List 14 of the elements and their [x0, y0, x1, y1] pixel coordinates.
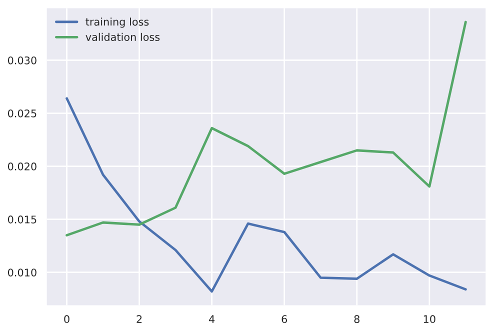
x-tick-label: 8: [354, 315, 360, 324]
y-tick-label: 0.020: [8, 162, 36, 170]
y-tick-label: 0.030: [8, 56, 36, 64]
y-tick-label: 0.025: [8, 109, 36, 118]
x-tick-label: 4: [209, 315, 215, 323]
x-tick-label: 10: [424, 315, 436, 324]
line-series: [66, 97, 467, 293]
y-tick-label: 0.010: [8, 268, 36, 276]
y-tick-label: 0.015: [8, 216, 36, 224]
x-tick-label: 0: [64, 315, 70, 324]
legend-label: training loss: [86, 18, 149, 28]
x-tick-label: 6: [282, 315, 288, 324]
x-tick-label: 2: [136, 315, 142, 323]
legend-label: validation loss: [86, 32, 160, 41]
